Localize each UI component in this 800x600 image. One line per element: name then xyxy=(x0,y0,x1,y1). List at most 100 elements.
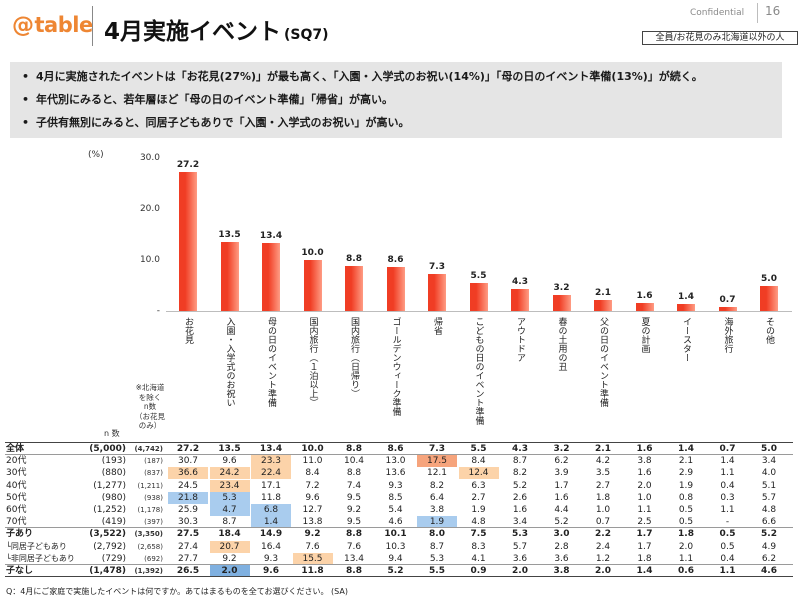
table-cell: 18.4 xyxy=(218,529,241,540)
table-cell: 27.5 xyxy=(176,529,200,540)
table-cell: 1.1 xyxy=(637,505,652,515)
category-label: ゴールデンウィーク準備 xyxy=(390,317,401,416)
table-cell: 6.3 xyxy=(471,480,486,491)
table-cell: - xyxy=(725,517,730,528)
table-rule xyxy=(5,454,793,456)
table-cell: 1.9 xyxy=(417,516,457,529)
table-cell: 9.5 xyxy=(346,517,362,528)
table-cell: 8.5 xyxy=(388,492,403,503)
table-cell: 1.1 xyxy=(720,505,735,515)
table-cell: 1.8 xyxy=(678,529,694,540)
table-cell: 22.4 xyxy=(251,467,291,480)
logo: @table xyxy=(12,13,93,38)
table-cell: 1.1 xyxy=(720,468,735,479)
table-cell: 4.9 xyxy=(761,541,777,552)
bar-value-label: 8.8 xyxy=(346,254,362,265)
table-cell: 5.2 xyxy=(387,566,404,576)
row-n-count: (1,478) xyxy=(89,566,126,576)
n-excl-hokkaido-header-line: ※北海道 xyxy=(135,383,165,392)
logo-text: table xyxy=(34,13,94,37)
table-cell: 9.2 xyxy=(346,505,362,515)
table-cell: 26.5 xyxy=(176,566,200,576)
n-column-header: n 数 xyxy=(104,429,120,438)
table-cell: 3.4 xyxy=(512,517,528,528)
table-cell: 8.2 xyxy=(512,468,528,479)
row-n-count-excl-hokkaido: (938) xyxy=(144,493,163,502)
n-column-headers: n 数 ※北海道 を除く n数 （お花見 のみ） xyxy=(100,383,172,441)
table-cell: 11.8 xyxy=(260,492,282,503)
row-label: └同居子どもあり xyxy=(6,541,67,551)
table-cell: 10.0 xyxy=(301,444,324,454)
table-cell: 13.8 xyxy=(302,517,323,528)
page-title: 4月実施イベント (SQ7) xyxy=(104,12,329,46)
table-cell: 3.6 xyxy=(512,553,528,564)
chart-bar xyxy=(428,273,446,311)
table-cell: 25.9 xyxy=(177,505,199,515)
table-cell: 4.6 xyxy=(761,566,777,576)
table-cell: 11.0 xyxy=(302,456,323,467)
row-label: 30代 xyxy=(6,468,27,479)
table-cell: 1.1 xyxy=(678,553,694,564)
y-tick-label: 10.0 xyxy=(139,255,160,265)
chart-bar xyxy=(594,300,612,311)
table-row: 70代 (419) (397) 30.3 8.7 1.4 13.8 9.5 4.6 1.9 4.8 3… xyxy=(0,516,800,529)
table-cell: 13.6 xyxy=(385,468,406,479)
category-label: 国内旅行（日帰り） xyxy=(349,317,359,398)
row-n-count: (980) xyxy=(101,492,126,503)
table-row: └非同居子どもあり (729) (692) 27.7 9.2 9.3 15.5 13.4 9.4… xyxy=(0,552,800,565)
table-cell: 3.0 xyxy=(553,529,570,540)
table-cell: 3.9 xyxy=(554,468,569,479)
row-n-count-excl-hokkaido: (1,392) xyxy=(134,567,163,575)
table-cell: 10.3 xyxy=(385,541,406,552)
table-row: 全体 (5,000) (4,742) 27.2 13.5 13.4 10.0 8.8 8.6 7.… xyxy=(0,443,800,455)
table-cell: 5.2 xyxy=(761,529,777,540)
row-n-count-excl-hokkaido: (1,178) xyxy=(137,506,163,514)
table-cell: 3.6 xyxy=(554,553,569,564)
table-cell: 2.9 xyxy=(678,468,694,479)
row-n-count: (729) xyxy=(101,553,126,564)
table-cell: 1.1 xyxy=(719,566,736,576)
table-cell: 1.7 xyxy=(554,480,569,491)
table-cell: 7.6 xyxy=(305,541,320,552)
category-label: 帰省 xyxy=(432,317,442,335)
row-n-count: (5,000) xyxy=(89,444,126,454)
table-rule xyxy=(5,527,793,529)
table-cell: 9.5 xyxy=(346,492,362,503)
table-cell: 1.0 xyxy=(637,492,652,503)
question-footnote: Q：4月にご家庭で実施したイベントは何ですか。あてはまるものを全てお選びください… xyxy=(6,587,348,596)
table-cell: 3.2 xyxy=(553,444,570,454)
row-label: 50代 xyxy=(6,492,27,503)
table-row: 60代 (1,252) (1,178) 25.9 4.7 6.8 12.7 9.2 5.4 3.8… xyxy=(0,504,800,516)
table-cell: 8.8 xyxy=(346,566,362,576)
bar-value-label: 5.0 xyxy=(761,273,777,284)
target-respondents-note: 全員/お花見のみ北海道以外の人 xyxy=(642,31,798,45)
table-cell: 16.4 xyxy=(260,541,282,552)
table-cell: 1.6 xyxy=(637,468,652,479)
table-row: 子あり (3,522) (3,350) 27.5 18.4 14.9 9.2 8.8 10.1 8… xyxy=(0,528,800,540)
table-cell: 1.0 xyxy=(595,505,611,515)
table-cell: 1.4 xyxy=(636,566,653,576)
row-n-count-excl-hokkaido: (4,742) xyxy=(134,445,163,453)
table-cell: 4.6 xyxy=(388,517,403,528)
table-cell: 0.9 xyxy=(470,566,487,576)
table-cell: 23.3 xyxy=(251,455,291,468)
table-cell: 9.2 xyxy=(304,529,321,540)
table-cell: 3.8 xyxy=(429,505,445,515)
table-cell: 4.2 xyxy=(595,456,611,467)
table-cell: 9.6 xyxy=(222,456,237,467)
table-cell: 2.0 xyxy=(637,480,652,491)
table-row: 子なし (1,478) (1,392) 26.5 2.0 9.6 11.8 8.8 5.2 5.5… xyxy=(0,565,800,577)
bar-value-label: 5.5 xyxy=(470,270,487,281)
table-cell: 5.0 xyxy=(761,444,777,454)
table-cell: 15.5 xyxy=(292,552,333,565)
table-cell: 2.8 xyxy=(554,541,569,552)
row-n-count-excl-hokkaido: (3,350) xyxy=(134,530,163,539)
table-cell: 10.1 xyxy=(384,529,407,540)
table-cell: 12.7 xyxy=(302,505,323,515)
chart-bar xyxy=(677,303,695,311)
table-cell: 1.6 xyxy=(512,505,528,515)
bar-value-label: 27.2 xyxy=(176,160,200,171)
row-n-count: (880) xyxy=(101,468,126,479)
table-cell: 20.7 xyxy=(209,540,250,553)
table-cell: 5.7 xyxy=(761,492,777,503)
